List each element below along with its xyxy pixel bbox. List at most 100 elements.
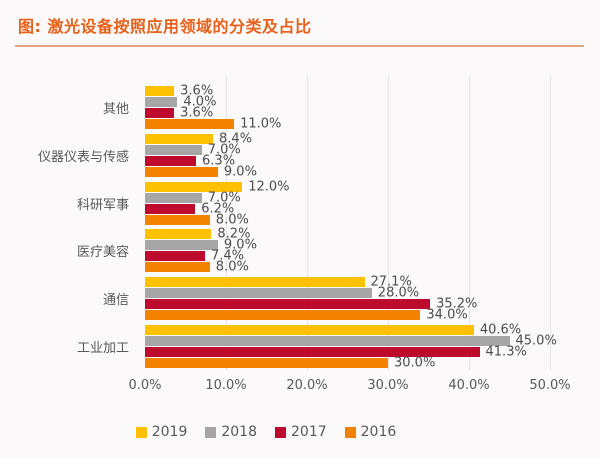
legend-label: 2018	[221, 424, 257, 440]
bar-2016	[145, 357, 388, 368]
bar-value-label: 6.3%	[202, 153, 236, 169]
bar-row: 35.2%	[145, 296, 550, 312]
bar-value-label: 41.3%	[485, 344, 527, 360]
bar-value-label: 4.0%	[183, 94, 217, 110]
bar-row: 7.0%	[145, 142, 550, 158]
bar-row: 4.0%	[145, 94, 550, 110]
bar-value-label: 11.0%	[240, 116, 282, 132]
bar-value-label: 8.2%	[217, 226, 251, 242]
bar-group: 40.6% 45.0% 41.3% 30.0%	[145, 322, 557, 371]
bar-value-label: 7.0%	[207, 190, 241, 206]
bar-row: 7.0%	[145, 190, 550, 206]
legend-label: 2019	[151, 424, 188, 440]
plot-area: 3.6% 4.0% 3.6% 11.0% 8.4% 7.0% 6.3% 9.0% 12.0% 7.…	[145, 76, 557, 371]
bar-value-label: 8.0%	[215, 259, 249, 275]
bar-value-label: 28.0%	[377, 285, 420, 301]
bar-row: 8.2%	[145, 226, 550, 242]
gridline	[226, 76, 227, 370]
x-tick-label: 0.0%	[128, 378, 162, 393]
bar-2019	[145, 324, 474, 335]
bar-value-label: 27.1%	[370, 274, 412, 290]
bar-row: 30.0%	[145, 355, 550, 371]
legend-swatch-2018	[205, 426, 217, 438]
bar-row: 12.0%	[145, 179, 550, 195]
bar-value-label: 40.6%	[479, 322, 522, 338]
legend: 2019 2018 2017 2016	[0, 424, 532, 440]
chart-title: 图: 激光设备按照应用领域的分类及占比	[18, 17, 312, 36]
bar-value-label: 3.6%	[180, 83, 214, 99]
bar-2019	[145, 86, 175, 97]
legend-label: 2017	[291, 424, 327, 440]
bar-groups: 3.6% 4.0% 3.6% 11.0% 8.4% 7.0% 6.3% 9.0% 12.0% 7.…	[145, 83, 557, 371]
category-label: 仪器仪表与传感	[37, 150, 129, 165]
bar-2016	[145, 166, 218, 177]
gridline	[469, 76, 470, 370]
bar-row: 6.3%	[145, 153, 550, 169]
legend-swatch-2016	[344, 426, 356, 438]
bar-row: 3.6%	[145, 105, 550, 121]
bar-row: 34.0%	[145, 307, 550, 323]
bar-2019	[145, 229, 212, 240]
bar-value-label: 30.0%	[394, 355, 436, 371]
bar-value-label: 8.4%	[219, 131, 253, 147]
bar-row: 9.0%	[145, 237, 550, 253]
bar-value-label: 3.6%	[180, 105, 214, 121]
bar-2016	[145, 262, 210, 273]
legend-item-2016: 2016	[344, 424, 397, 440]
bar-2018	[145, 240, 218, 251]
bar-2018	[145, 192, 202, 203]
bar-2019	[145, 276, 365, 287]
bar-2016	[145, 119, 235, 130]
bar-2017	[145, 346, 480, 357]
bar-value-label: 7.4%	[210, 248, 244, 264]
bar-2018	[145, 144, 202, 155]
legend-item-2018: 2018	[205, 424, 257, 440]
gridline	[307, 76, 308, 370]
bar-group: 3.6% 4.0% 3.6% 11.0%	[145, 83, 550, 132]
bar-row: 40.6%	[145, 322, 550, 338]
x-axis: 0.0% 10.0% 20.0% 30.0% 40.0% 50.0%	[128, 378, 570, 394]
bar-2018	[145, 335, 510, 346]
category-label: 医疗美容	[76, 245, 129, 261]
category-label: 工业加工	[76, 340, 129, 356]
bar-2017	[145, 251, 205, 262]
bar-2016	[145, 309, 421, 320]
category-label: 通信	[102, 293, 129, 309]
x-tick-label: 30.0%	[367, 378, 409, 393]
bar-group: 8.4% 7.0% 6.3% 9.0%	[145, 131, 550, 178]
bar-value-label: 45.0%	[515, 333, 557, 349]
legend-label: 2016	[360, 424, 397, 440]
bar-value-label: 7.0%	[207, 142, 241, 158]
bar-value-label: 9.0%	[223, 237, 257, 253]
category-label: 其他	[102, 102, 129, 118]
bar-value-label: 8.0%	[215, 212, 249, 228]
gridline	[388, 76, 389, 370]
bar-value-label: 12.0%	[248, 179, 290, 195]
bar-row: 11.0%	[145, 116, 550, 132]
bar-value-label: 6.2%	[201, 201, 235, 217]
bar-row: 9.0%	[145, 165, 550, 178]
bar-row: 8.0%	[145, 259, 550, 275]
legend-item-2019: 2019	[135, 424, 188, 440]
x-tick-label: 20.0%	[286, 378, 328, 393]
bar-value-label: 35.2%	[436, 296, 478, 312]
bar-value-label: 34.0%	[426, 307, 468, 323]
bar-row: 28.0%	[145, 285, 550, 301]
bar-row: 8.4%	[145, 131, 550, 147]
bar-row: 6.2%	[145, 201, 550, 217]
bar-row: 27.1%	[145, 274, 550, 290]
bar-2017	[145, 155, 197, 166]
legend-swatch-2017	[275, 426, 286, 438]
bar-group: 8.2% 9.0% 7.4% 8.0%	[145, 226, 550, 275]
bar-row: 3.6%	[145, 83, 550, 99]
bar-row: 8.0%	[145, 212, 550, 228]
bar-row: 41.3%	[145, 344, 550, 360]
legend-item-2017: 2017	[275, 424, 327, 440]
bar-row: 45.0%	[145, 334, 557, 347]
bar-row: 7.4%	[145, 248, 550, 264]
bar-2017	[145, 298, 431, 309]
title-divider	[15, 45, 584, 47]
gridline	[550, 76, 551, 370]
bar-2019	[145, 133, 214, 144]
category-label: 科研军事	[76, 197, 129, 213]
